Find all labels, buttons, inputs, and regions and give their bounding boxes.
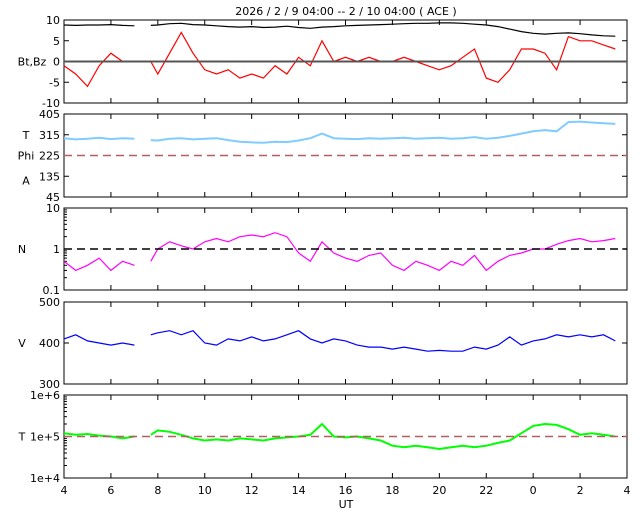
- y-tick-label: 315: [39, 129, 60, 142]
- y-tick-label: 1: [53, 243, 60, 256]
- x-tick-label: 2: [577, 484, 584, 497]
- y-tick-label: -10: [42, 97, 60, 110]
- y-tick-label: -5: [49, 76, 60, 89]
- y-axis-label: T: [18, 431, 26, 444]
- y-axis-label: N: [18, 243, 26, 256]
- series-t-line: [150, 422, 616, 451]
- x-tick-label: 22: [479, 484, 493, 497]
- x-tick-label: 16: [339, 484, 353, 497]
- y-tick-label: 405: [39, 108, 60, 121]
- series-phi-line: [63, 136, 135, 141]
- series-bt-line: [150, 22, 616, 37]
- x-axis-label: UT: [339, 498, 354, 511]
- y-axis-label: T: [22, 129, 30, 142]
- y-tick-label: 225: [39, 150, 60, 163]
- series-v-line: [63, 334, 135, 346]
- series-bt-line: [63, 23, 135, 27]
- y-tick-label: 10: [46, 202, 60, 215]
- y-tick-label: 45: [46, 191, 60, 204]
- y-tick-label: 135: [39, 170, 60, 183]
- y-tick-label: 10: [46, 14, 60, 27]
- x-tick-label: 4: [624, 484, 631, 497]
- y-tick-label: 300: [39, 378, 60, 391]
- x-tick-label: 4: [61, 484, 68, 497]
- series-n-line: [150, 232, 616, 272]
- y-tick-label: 1e+6: [30, 389, 60, 402]
- y-tick-label: 400: [39, 337, 60, 350]
- y-tick-label: 5: [53, 35, 60, 48]
- y-axis-label: Phi: [18, 150, 35, 163]
- y-tick-label: 0.1: [43, 284, 61, 297]
- x-tick-label: 8: [154, 484, 161, 497]
- series-v-line: [150, 330, 616, 352]
- x-tick-label: 10: [198, 484, 212, 497]
- x-tick-label: 6: [107, 484, 114, 497]
- x-tick-label: 14: [292, 484, 306, 497]
- x-tick-label: 18: [385, 484, 399, 497]
- y-tick-label: 1e+5: [30, 431, 60, 444]
- series-phi-line: [150, 120, 616, 144]
- series-t-line: [63, 432, 135, 440]
- y-tick-label: 0: [53, 56, 60, 69]
- x-tick-label: 12: [245, 484, 259, 497]
- x-tick-label: 0: [530, 484, 537, 497]
- y-axis-label: V: [18, 337, 26, 350]
- series-bz-line: [63, 52, 135, 88]
- x-tick-label: 20: [432, 484, 446, 497]
- y-tick-label: 1e+4: [30, 472, 60, 485]
- series-bz-line: [150, 31, 616, 83]
- series-n-line: [63, 257, 135, 272]
- y-axis-label: Bt,Bz: [18, 56, 47, 69]
- y-axis-label: A: [22, 174, 30, 187]
- chart-title: 2026 / 2 / 9 04:00 -- 2 / 10 04:00 ( ACE…: [235, 5, 456, 18]
- y-tick-label: 500: [39, 296, 60, 309]
- panel-frame-3: [63, 301, 628, 385]
